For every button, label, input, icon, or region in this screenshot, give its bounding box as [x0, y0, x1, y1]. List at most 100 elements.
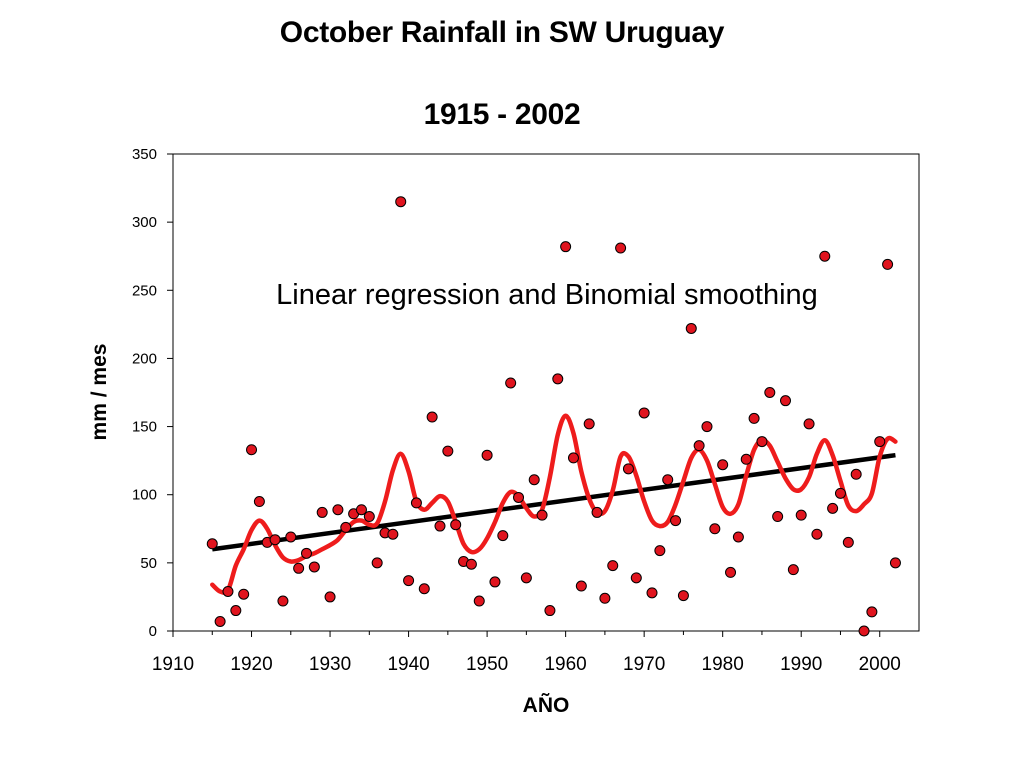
- data-point: [787, 564, 799, 576]
- data-point: [662, 474, 674, 486]
- data-point: [654, 545, 666, 557]
- x-tick-label: 1920: [230, 654, 272, 675]
- data-point: [418, 583, 430, 595]
- data-point: [285, 531, 297, 543]
- x-tick-label: 1960: [544, 654, 586, 675]
- data-point: [497, 530, 509, 542]
- y-tick-label: 350: [132, 146, 157, 163]
- y-tick-label: 0: [149, 623, 157, 640]
- data-point: [434, 520, 446, 532]
- x-tick-label: 1950: [466, 654, 508, 675]
- data-point: [308, 561, 320, 573]
- points-layer: [206, 196, 901, 637]
- y-tick-label: 50: [140, 555, 157, 572]
- data-point: [371, 557, 383, 569]
- data-point: [866, 606, 878, 618]
- data-point: [560, 241, 572, 253]
- data-point: [693, 440, 705, 452]
- data-point: [230, 605, 242, 617]
- data-point: [803, 418, 815, 430]
- data-point: [544, 605, 556, 617]
- data-point: [395, 196, 407, 208]
- smoothing-layer: [210, 413, 898, 595]
- data-point: [473, 595, 485, 607]
- chart-title: October Rainfall in SW Uruguay: [279, 16, 725, 49]
- data-point: [725, 566, 737, 578]
- axes: 0 50 100 150 200 250 300 350 1910 1920 1930 1940 195…: [132, 146, 920, 675]
- data-point: [583, 418, 595, 430]
- data-point: [481, 449, 493, 461]
- x-tick-label: 1910: [152, 654, 194, 675]
- data-point: [717, 459, 729, 471]
- data-point: [630, 572, 642, 584]
- data-point: [638, 407, 650, 419]
- data-point: [615, 242, 627, 254]
- data-point: [850, 468, 862, 480]
- x-tick-label: 1930: [309, 654, 351, 675]
- data-point: [355, 504, 367, 516]
- data-point: [489, 576, 501, 588]
- data-point: [293, 562, 305, 574]
- data-point: [567, 452, 579, 464]
- data-point: [834, 487, 846, 499]
- data-point: [520, 572, 532, 584]
- data-point: [513, 491, 525, 503]
- data-point: [780, 395, 792, 407]
- data-point: [591, 506, 603, 518]
- data-point: [772, 511, 784, 523]
- data-point: [889, 557, 901, 569]
- data-point: [874, 436, 886, 448]
- y-axis-title: mm / mes: [88, 344, 111, 441]
- data-point: [316, 506, 328, 518]
- data-point: [442, 445, 454, 457]
- data-point: [403, 575, 415, 587]
- data-point: [858, 625, 870, 637]
- data-point: [324, 591, 336, 603]
- data-point: [277, 595, 289, 607]
- data-point: [709, 523, 721, 535]
- chart-annotation: Linear regression and Binomial smoothing: [276, 279, 818, 311]
- data-point: [819, 250, 831, 262]
- y-tick-label: 200: [132, 350, 157, 367]
- y-tick-label: 250: [132, 282, 157, 299]
- x-tick-label: 1980: [702, 654, 744, 675]
- data-point: [646, 587, 658, 599]
- data-point: [599, 592, 611, 604]
- data-point: [677, 590, 689, 602]
- data-point: [536, 509, 548, 521]
- data-point: [622, 463, 634, 475]
- data-point: [206, 538, 218, 550]
- data-point: [332, 504, 344, 516]
- data-point: [387, 528, 399, 540]
- data-point: [607, 560, 619, 572]
- data-point: [269, 534, 281, 546]
- regression-line: [211, 452, 896, 552]
- plot-frame: [172, 153, 920, 632]
- data-point: [246, 444, 258, 456]
- data-point: [505, 377, 517, 389]
- data-point: [732, 531, 744, 543]
- data-point: [756, 436, 768, 448]
- x-tick-label: 2000: [859, 654, 901, 675]
- data-point: [842, 536, 854, 548]
- x-axis-title: AÑO: [523, 694, 570, 717]
- data-point: [450, 519, 462, 531]
- data-point: [238, 588, 250, 600]
- smoothing-line: [210, 413, 898, 595]
- data-point: [575, 580, 587, 592]
- data-point: [253, 496, 265, 508]
- x-tick-label: 1970: [623, 654, 665, 675]
- data-point: [685, 322, 697, 334]
- chart-subtitle: 1915 - 2002: [423, 98, 581, 131]
- y-tick-label: 300: [132, 214, 157, 231]
- data-point: [827, 502, 839, 514]
- data-point: [465, 558, 477, 570]
- data-point: [795, 509, 807, 521]
- data-point: [426, 411, 438, 423]
- data-point: [340, 521, 352, 533]
- x-tick-label: 1940: [387, 654, 429, 675]
- x-tick-label: 1990: [780, 654, 822, 675]
- data-point: [528, 474, 540, 486]
- data-point: [670, 515, 682, 527]
